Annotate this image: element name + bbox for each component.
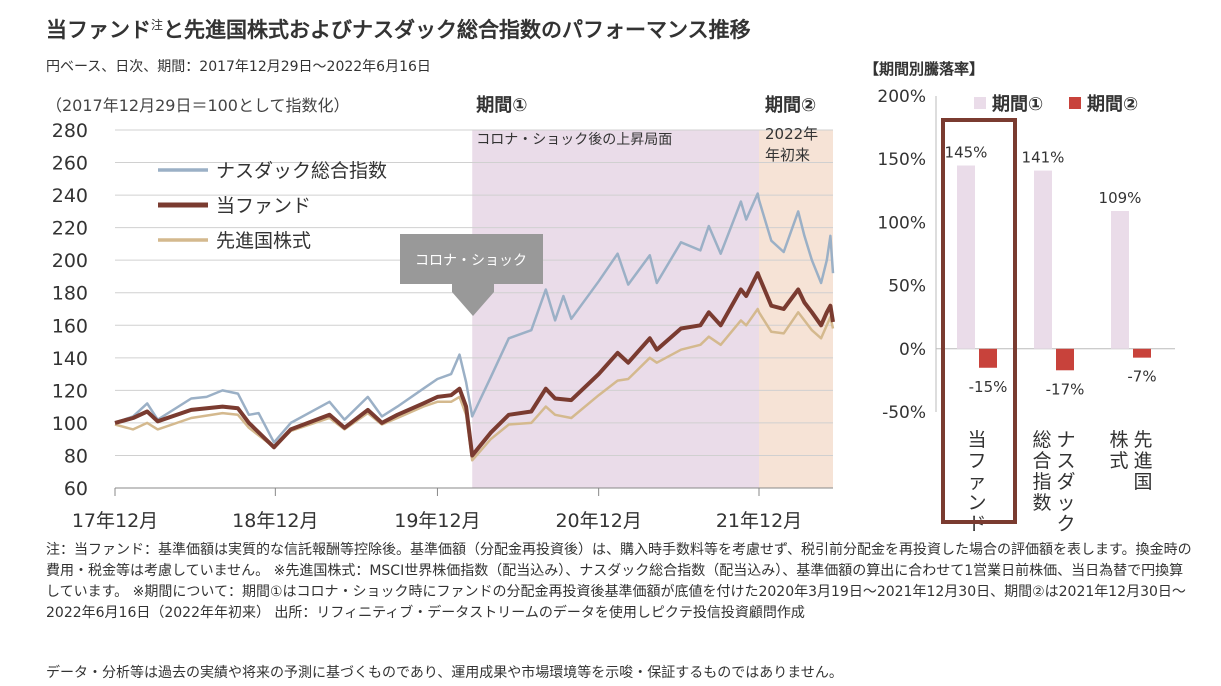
period1-desc: コロナ・ショック後の上昇局面 — [476, 132, 672, 148]
bar-legend-label: 期間② — [1087, 94, 1138, 115]
bar-data-label: 141% — [1022, 149, 1065, 167]
x-tick-label: 20年12月 — [555, 510, 641, 532]
bar-y-tick-label: 200% — [877, 87, 926, 107]
y-tick-label: 140 — [52, 348, 88, 370]
y-tick-label: 280 — [52, 120, 88, 142]
page-title: 当ファンド注と先進国株式およびナスダック総合指数のパフォーマンス推移 — [46, 14, 751, 44]
y-tick-label: 220 — [52, 218, 88, 240]
series-line-1 — [114, 271, 835, 458]
footnotes: 注：当ファンド：基準価額は実質的な信託報酬等控除後。基準価額（分配金再投資後）は… — [46, 542, 1192, 621]
bar-data-label: 145% — [945, 144, 988, 162]
bar-y-tick-label: 100% — [877, 213, 926, 233]
bar — [979, 348, 997, 368]
period2-shade — [758, 130, 833, 488]
y-tick-label: 260 — [52, 153, 88, 175]
bar-chart: -50% 0% 50% 100% 150% 200% 期間① 期間② 145% -15% 当ファンド… — [877, 87, 1175, 535]
category-label: 株式 — [1109, 429, 1128, 472]
title-rest: と先進国株式およびナスダック総合指数のパフォーマンス推移 — [163, 18, 751, 42]
y-tick-label: 120 — [52, 380, 88, 402]
page-subtitle: 円ベース、日次、期間：2017年12月29日～2022年6月16日 — [46, 59, 431, 75]
y-tick-label: 160 — [52, 315, 88, 337]
bar — [1133, 348, 1151, 358]
index-note: （2017年12月29日＝100として指数化） — [46, 96, 350, 115]
y-tick-label: 240 — [52, 185, 88, 207]
bar-data-label: -15% — [969, 378, 1008, 396]
bar-y-tick-label: 150% — [877, 150, 926, 170]
bar — [957, 165, 975, 349]
y-tick-label: 200 — [52, 250, 88, 272]
legend-label: ナスダック総合指数 — [216, 160, 387, 182]
category-label: ナスダック — [1056, 429, 1075, 535]
x-tick-label: 17年12月 — [72, 510, 158, 532]
covid-callout-box — [400, 234, 543, 284]
bar-legend-label: 期間① — [992, 94, 1043, 115]
bar-legend-swatch — [974, 97, 986, 109]
bar-chart-title: 【期間別騰落率】 — [864, 60, 985, 78]
covid-callout-label: コロナ・ショック — [415, 253, 527, 269]
category-label: 当ファンド — [967, 429, 986, 535]
series-line-0 — [114, 192, 835, 444]
bar-data-label: 109% — [1099, 189, 1142, 207]
bar-data-label: -7% — [1127, 368, 1156, 386]
period2-desc-line1: 2022年 — [765, 125, 818, 143]
bar-legend-swatch — [1069, 97, 1081, 109]
line-chart: 60 80 100 120 140 160 180 200 220 240 260 280 17年12月… — [46, 95, 835, 532]
bar — [1034, 170, 1052, 349]
x-tick-label: 21年12月 — [716, 510, 802, 532]
y-tick-label: 100 — [52, 413, 88, 435]
covid-callout-arrow — [452, 284, 494, 316]
category-label: 総合指数 — [1032, 429, 1051, 514]
title-note-mark: 注 — [151, 18, 164, 32]
bar-data-label: -17% — [1046, 380, 1085, 398]
period2-label: 期間② — [765, 95, 816, 116]
bar-y-tick-label: -50% — [882, 403, 926, 423]
title-main: 当ファンド — [46, 18, 151, 42]
bar-y-tick-label: 50% — [888, 277, 926, 297]
x-tick-label: 19年12月 — [394, 510, 480, 532]
category-label: 先進国 — [1133, 429, 1152, 493]
y-tick-label: 60 — [64, 478, 88, 500]
legend-label: 当ファンド — [216, 195, 311, 217]
bar — [1056, 348, 1074, 371]
period1-label: 期間① — [476, 95, 527, 116]
highlight-box — [941, 118, 1017, 524]
period1-shade — [472, 130, 759, 488]
bar — [1111, 211, 1129, 349]
bar-y-tick-label: 0% — [899, 340, 926, 360]
y-tick-label: 80 — [64, 445, 88, 467]
disclaimer: データ・分析等は過去の実績や将来の予測に基づくものであり、運用成果や市場環境等を… — [46, 665, 843, 681]
y-tick-label: 180 — [52, 283, 88, 305]
x-tick-label: 18年12月 — [232, 510, 318, 532]
period2-desc-line2: 年初来 — [765, 146, 810, 164]
legend-label: 先進国株式 — [216, 230, 311, 252]
